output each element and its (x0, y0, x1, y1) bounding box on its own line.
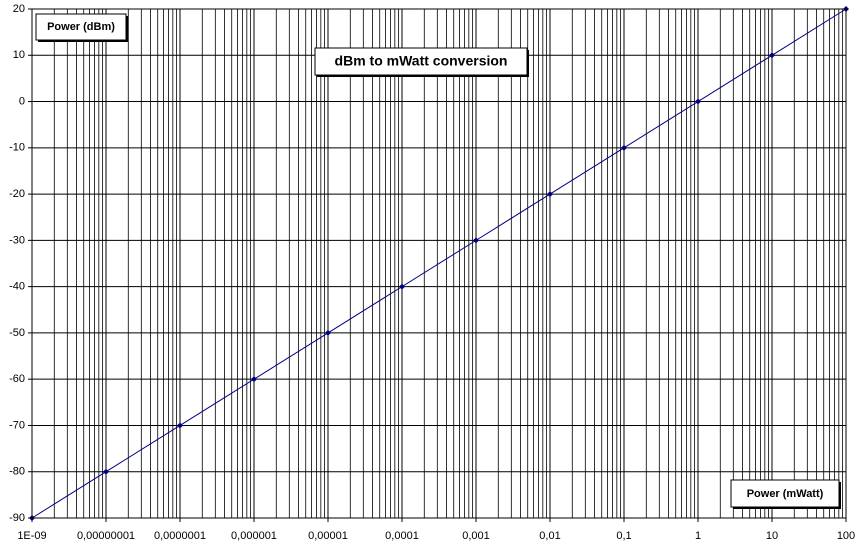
plot-frame (31, 8, 847, 519)
y-axis-label: Power (dBm) (47, 21, 115, 33)
y-tick-label: 20 (13, 3, 25, 15)
x-label-frame (730, 479, 840, 508)
line (31, 8, 847, 519)
x-tick-label: 0,01 (539, 530, 560, 542)
x-tick-label: 0,0001 (385, 530, 419, 542)
x-tick-label: 0,000001 (231, 530, 277, 542)
y-tick-label: -80 (9, 466, 25, 478)
point (769, 52, 775, 59)
point (251, 376, 257, 383)
point (399, 283, 405, 290)
x-tick-label: 1E-09 (17, 530, 46, 542)
point (325, 329, 331, 336)
marks (29, 6, 849, 521)
x-label-box: Power (mWatt) (730, 479, 841, 509)
x-tick-label: 0,00001 (308, 530, 348, 542)
x-tick-label: 0,00000001 (77, 530, 135, 542)
point (695, 98, 701, 105)
x-tick-label: 0,001 (462, 530, 490, 542)
y-tick-label: -40 (9, 281, 25, 293)
x-tick-label: 0,1 (616, 530, 631, 542)
y-tick-label: -70 (9, 419, 25, 431)
point (473, 237, 479, 244)
y-tick-label: 0 (19, 95, 25, 107)
x-tick-label: 1 (695, 530, 701, 542)
y-label-box: Power (dBm) (35, 13, 128, 42)
chart-title: dBm to mWatt conversion (335, 53, 508, 69)
x-tick-label: 10 (766, 530, 778, 542)
title-frame (314, 47, 528, 76)
y-tick-label: -30 (9, 234, 25, 246)
y-tick-label: -20 (9, 188, 25, 200)
x-tick-label: 0,0000001 (154, 530, 206, 542)
point (547, 191, 553, 198)
y-tick-label: -10 (9, 142, 25, 154)
x-axis-label: Power (mWatt) (747, 488, 824, 500)
y-tick-label: -50 (9, 327, 25, 339)
x-tick-label: 100 (837, 530, 855, 542)
title-box: dBm to mWatt conversion (314, 47, 529, 77)
point (177, 422, 183, 429)
y-tick-label: -60 (9, 373, 25, 385)
y-label-frame (35, 13, 127, 41)
point (621, 144, 627, 151)
y-tick-label: 10 (13, 49, 25, 61)
point (103, 468, 109, 475)
y-tick-label: -90 (9, 512, 25, 524)
